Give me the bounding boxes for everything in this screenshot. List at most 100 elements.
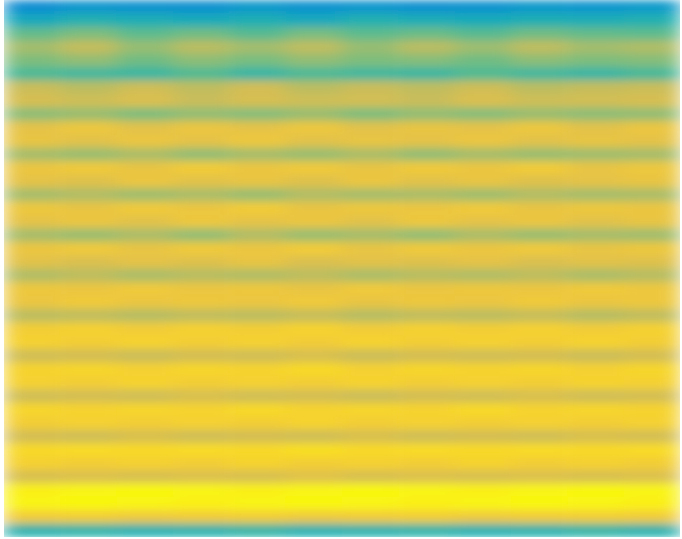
heatmap-cell: [173, 40, 230, 54]
heatmap-cell: [173, 416, 230, 430]
heatmap-cell: [117, 309, 174, 323]
heatmap-cell: [4, 470, 61, 484]
heatmap-cell: [4, 430, 61, 444]
heatmap-cell: [229, 67, 286, 81]
heatmap-cell: [511, 309, 568, 323]
heatmap-cell: [173, 27, 230, 41]
heatmap-cell: [398, 94, 455, 108]
heatmap-cell: [286, 416, 343, 430]
heatmap-cell: [117, 81, 174, 95]
heatmap-cell: [342, 27, 399, 41]
heatmap-cell: [624, 443, 680, 457]
heatmap-cell: [398, 322, 455, 336]
heatmap-cell: [229, 295, 286, 309]
heatmap-cell: [455, 175, 512, 189]
heatmap-cell: [342, 403, 399, 417]
heatmap-cell: [624, 362, 680, 376]
heatmap-cell: [4, 255, 61, 269]
heatmap-cell: [4, 13, 61, 27]
heatmap-cell: [229, 443, 286, 457]
heatmap-cell: [455, 309, 512, 323]
heatmap-cell: [60, 349, 117, 363]
heatmap-cell: [398, 148, 455, 162]
heatmap-cell: [60, 134, 117, 148]
heatmap-cell: [60, 242, 117, 256]
heatmap-cell: [342, 67, 399, 81]
heatmap-cell: [342, 175, 399, 189]
heatmap-cell: [342, 510, 399, 524]
heatmap-cell: [117, 510, 174, 524]
heatmap-cell: [229, 121, 286, 135]
heatmap-cell: [60, 376, 117, 390]
heatmap-cell: [286, 362, 343, 376]
heatmap-cell: [229, 376, 286, 390]
heatmap-cell: [567, 215, 624, 229]
heatmap-cell: [286, 403, 343, 417]
heatmap-cell: [60, 121, 117, 135]
heatmap-cell: [229, 81, 286, 95]
heatmap-cell: [624, 376, 680, 390]
heatmap-cell: [4, 336, 61, 350]
heatmap-cell: [624, 81, 680, 95]
heatmap-cell: [624, 269, 680, 283]
heatmap-cell: [117, 456, 174, 470]
heatmap-cell: [60, 215, 117, 229]
heatmap-cell: [624, 40, 680, 54]
heatmap-cell: [173, 13, 230, 27]
heatmap-cell: [229, 497, 286, 511]
heatmap-cell: [398, 242, 455, 256]
heatmap-cell: [286, 349, 343, 363]
heatmap-cell: [624, 336, 680, 350]
heatmap-cell: [173, 201, 230, 215]
chart-root: [0, 0, 682, 539]
heatmap-cell: [511, 416, 568, 430]
heatmap-cell: [398, 336, 455, 350]
heatmap-cell: [4, 27, 61, 41]
heatmap-cell: [398, 134, 455, 148]
heatmap-cell: [398, 215, 455, 229]
heatmap-cell: [117, 40, 174, 54]
heatmap-cell: [117, 242, 174, 256]
heatmap-cell: [173, 443, 230, 457]
heatmap-cell: [229, 336, 286, 350]
heatmap-cell: [511, 497, 568, 511]
heatmap-cell: [624, 524, 680, 537]
heatmap-cell: [567, 483, 624, 497]
heatmap-cell: [60, 309, 117, 323]
heatmap-cell: [117, 228, 174, 242]
heatmap-cell: [511, 242, 568, 256]
heatmap-cell: [173, 242, 230, 256]
heatmap-cell: [511, 13, 568, 27]
heatmap-cell: [398, 54, 455, 68]
heatmap-cell: [173, 148, 230, 162]
heatmap-cell: [173, 121, 230, 135]
heatmap-cell: [567, 134, 624, 148]
heatmap-cell: [4, 242, 61, 256]
heatmap-cell: [511, 456, 568, 470]
heatmap-cell: [117, 148, 174, 162]
heatmap-cell: [229, 134, 286, 148]
heatmap-cell: [4, 524, 61, 537]
heatmap-cell: [117, 362, 174, 376]
heatmap-cell: [173, 228, 230, 242]
heatmap-cell: [511, 121, 568, 135]
heatmap-cell: [286, 443, 343, 457]
heatmap-cell: [173, 389, 230, 403]
heatmap-cell: [342, 282, 399, 296]
heatmap-cell: [229, 389, 286, 403]
heatmap-cell: [286, 67, 343, 81]
heatmap-cell: [173, 269, 230, 283]
heatmap-cell: [117, 295, 174, 309]
heatmap-cell: [117, 443, 174, 457]
heatmap-cell: [567, 470, 624, 484]
heatmap-cell: [4, 228, 61, 242]
heatmap-cell: [342, 242, 399, 256]
heatmap-cell: [229, 161, 286, 175]
heatmap-cell: [286, 483, 343, 497]
heatmap-cell: [229, 456, 286, 470]
heatmap-cell: [624, 175, 680, 189]
heatmap-cell: [60, 175, 117, 189]
heatmap-cell: [286, 40, 343, 54]
heatmap-cell: [398, 362, 455, 376]
plot-area: [4, 0, 680, 537]
